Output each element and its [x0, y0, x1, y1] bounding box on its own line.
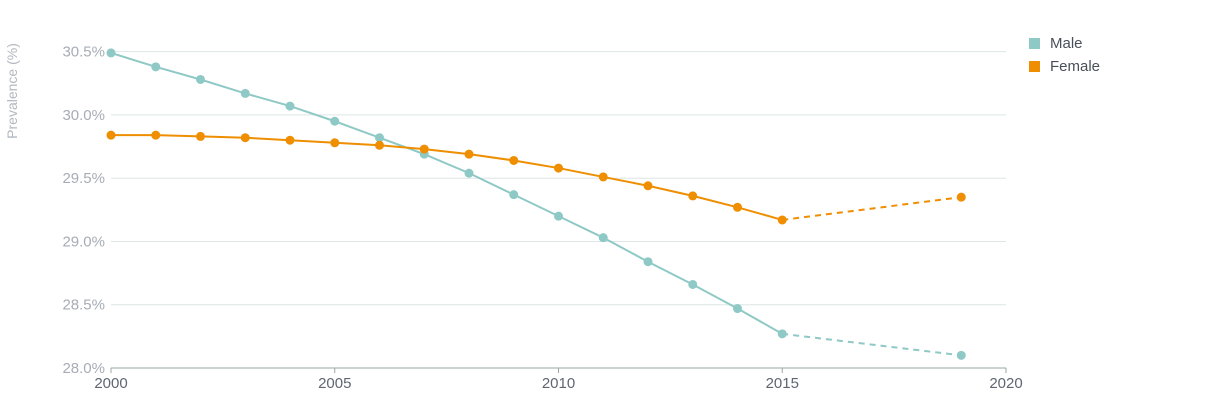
legend-label-female: Female	[1050, 58, 1101, 75]
x-tick-label: 2015	[766, 375, 799, 392]
series-male	[106, 48, 966, 360]
data-point-male	[196, 74, 205, 84]
data-point-female	[777, 215, 787, 225]
series-projection-male	[782, 332, 962, 357]
data-point-female	[509, 155, 519, 165]
data-point-female	[554, 163, 563, 173]
data-point-male	[285, 101, 295, 111]
x-tick-label: 2020	[989, 375, 1022, 392]
series-line-female	[111, 134, 783, 221]
data-point-male	[643, 257, 653, 267]
data-point-male	[509, 190, 519, 200]
data-point-female	[375, 140, 384, 150]
series-female	[106, 130, 966, 225]
y-tick-label: 30.0%	[62, 107, 105, 124]
male-swatch-icon	[1029, 38, 1040, 49]
data-point-female	[151, 130, 161, 140]
data-point-male	[375, 133, 384, 143]
x-tick-label: 2000	[94, 375, 127, 392]
female-swatch-icon	[1029, 61, 1040, 72]
y-tick-label: 29.5%	[62, 170, 105, 187]
legend-item-male[interactable]: Male	[1029, 32, 1100, 55]
data-point-female	[464, 149, 474, 159]
data-point-female	[330, 138, 340, 148]
gridlines	[111, 51, 1006, 306]
series-line-male	[110, 51, 783, 335]
data-point-female	[733, 202, 742, 212]
x-tick-label: 2005	[318, 375, 351, 392]
data-point-male	[554, 211, 563, 221]
x-axis: 2000 2005 2010 2015 2020	[94, 367, 1023, 392]
data-point-male	[688, 279, 698, 289]
data-point-female	[688, 191, 698, 201]
data-point-male	[240, 88, 250, 98]
data-point-female	[196, 131, 205, 141]
data-point-male	[330, 116, 340, 126]
legend-item-female[interactable]: Female	[1029, 55, 1100, 78]
y-axis-ticks: 28.0% 28.5% 29.0% 29.5% 30.0% 30.5%	[62, 44, 105, 377]
data-point-female	[643, 181, 653, 191]
y-tick-label: 29.0%	[62, 233, 105, 250]
data-point-female	[285, 135, 295, 145]
y-tick-label: 28.5%	[62, 297, 105, 314]
data-point-female	[419, 144, 429, 154]
data-point-female	[598, 172, 608, 182]
legend-label-male: Male	[1050, 35, 1083, 52]
y-tick-label: 28.0%	[62, 360, 105, 377]
data-point-male	[956, 350, 966, 360]
data-point-female	[956, 192, 966, 202]
data-point-male	[598, 233, 608, 243]
y-axis-label: Prevalence (%)	[4, 43, 20, 139]
data-point-male	[151, 62, 161, 72]
data-point-female	[240, 133, 250, 143]
series-group	[106, 48, 966, 360]
data-point-male	[733, 304, 742, 314]
series-projection-female	[782, 196, 962, 221]
data-point-male	[106, 48, 116, 58]
data-point-female	[106, 130, 116, 140]
data-point-male	[464, 168, 474, 178]
legend: Male Female	[1029, 32, 1100, 78]
data-point-male	[777, 329, 787, 339]
x-tick-label: 2010	[542, 375, 575, 392]
y-tick-label: 30.5%	[62, 44, 105, 61]
